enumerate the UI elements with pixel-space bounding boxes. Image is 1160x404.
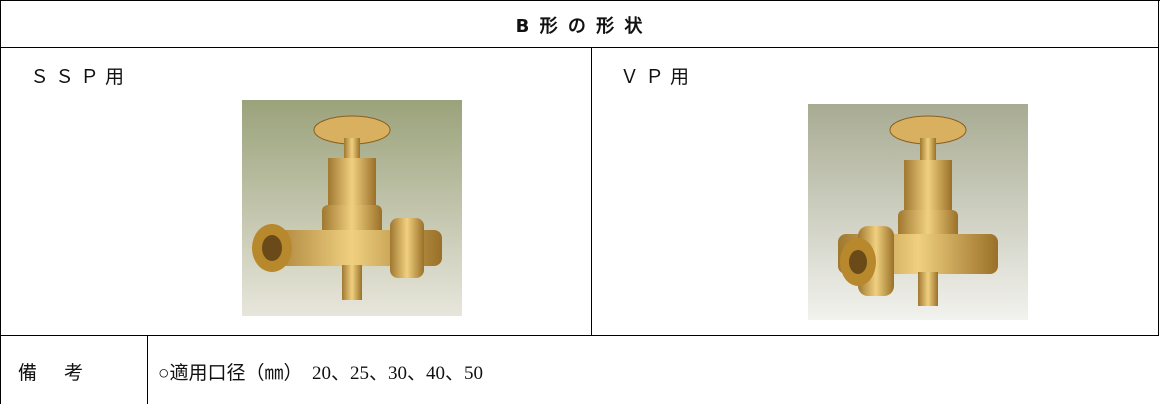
border bbox=[0, 47, 1159, 48]
table-title: B 形 の 形 状 bbox=[515, 16, 645, 37]
product-photo bbox=[242, 100, 462, 316]
border bbox=[1158, 0, 1159, 336]
border bbox=[0, 335, 1159, 336]
row-label: 備 考 bbox=[18, 363, 88, 384]
border bbox=[0, 0, 1160, 1]
cell-label: ＶＰ用 bbox=[620, 67, 696, 88]
border bbox=[147, 335, 148, 404]
border bbox=[0, 0, 1, 404]
border bbox=[591, 47, 592, 336]
cell-label: ＳＳＰ用 bbox=[30, 67, 131, 88]
cell-text: ○適用口径（㎜） 20、25、30、40、50 bbox=[158, 363, 483, 384]
product-photo bbox=[808, 104, 1028, 320]
